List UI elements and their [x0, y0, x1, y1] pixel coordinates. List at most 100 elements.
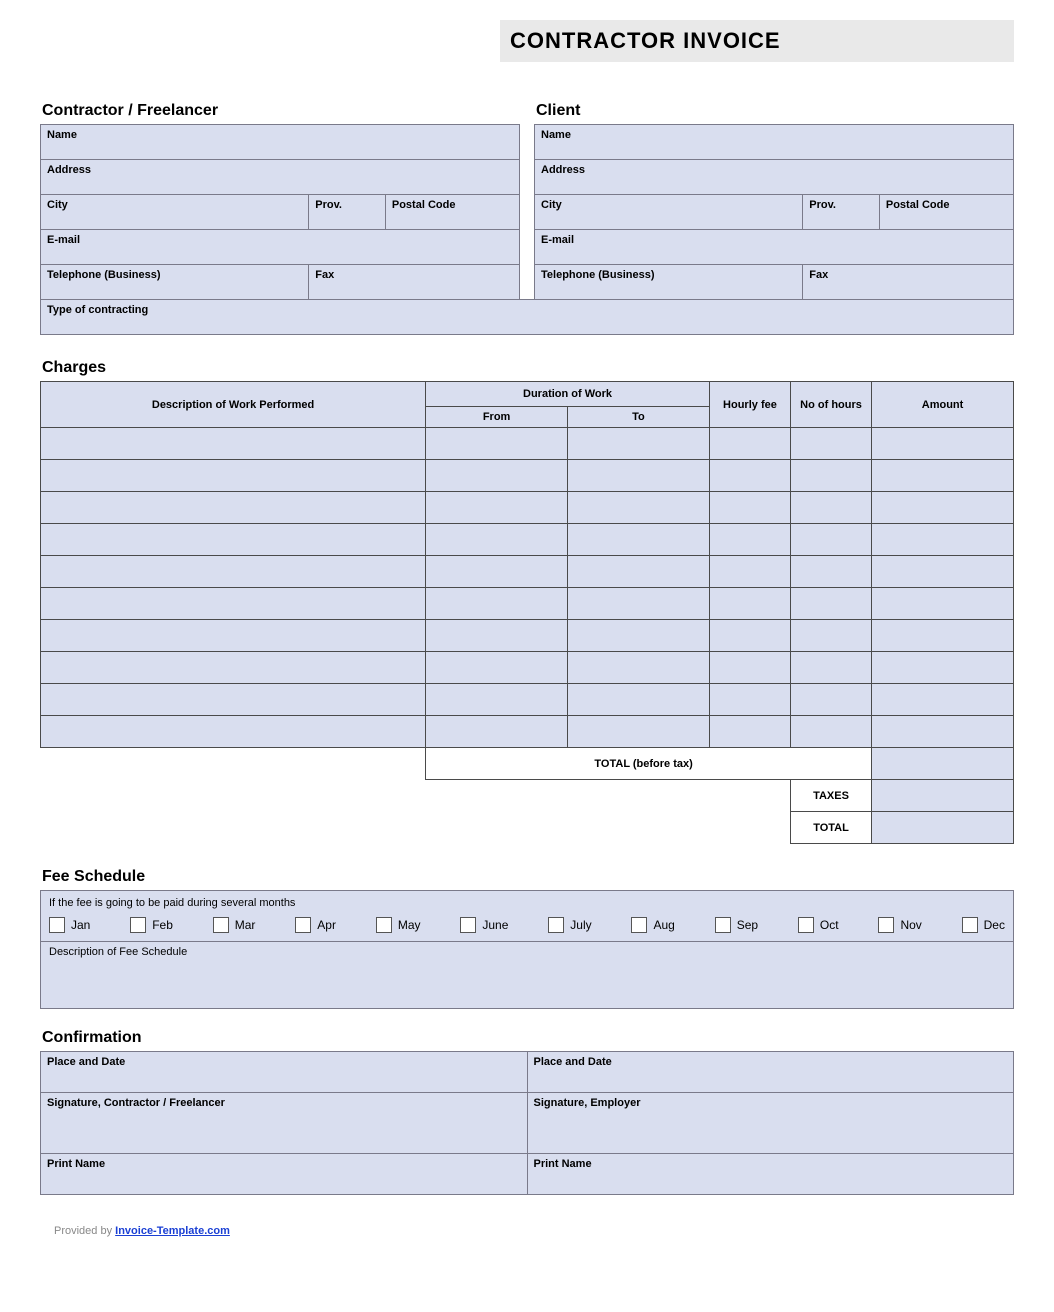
charges-cell[interactable] [790, 524, 871, 556]
charges-cell[interactable] [41, 492, 426, 524]
month-checkbox-jan[interactable] [49, 917, 65, 933]
charges-cell[interactable] [790, 588, 871, 620]
contractor-tel-field[interactable]: Telephone (Business) [41, 265, 309, 300]
month-checkbox-apr[interactable] [295, 917, 311, 933]
employer-signature-field[interactable]: Signature, Employer [527, 1093, 1014, 1154]
contractor-print-name-field[interactable]: Print Name [41, 1154, 528, 1195]
charges-cell[interactable] [568, 524, 710, 556]
charges-cell[interactable] [41, 684, 426, 716]
charges-cell[interactable] [41, 588, 426, 620]
contractor-signature-field[interactable]: Signature, Contractor / Freelancer [41, 1093, 528, 1154]
client-name-field[interactable]: Name [535, 125, 1014, 160]
contractor-place-date-field[interactable]: Place and Date [41, 1052, 528, 1093]
month-checkbox-july[interactable] [548, 917, 564, 933]
client-prov-field[interactable]: Prov. [803, 195, 880, 230]
charges-cell[interactable] [568, 620, 710, 652]
charges-cell[interactable] [790, 492, 871, 524]
charges-cell[interactable] [709, 556, 790, 588]
charges-cell[interactable] [790, 620, 871, 652]
charges-cell[interactable] [568, 492, 710, 524]
charges-cell[interactable] [709, 652, 790, 684]
footer-link[interactable]: Invoice-Template.com [115, 1225, 230, 1237]
charges-cell[interactable] [568, 716, 710, 748]
charges-cell[interactable] [568, 428, 710, 460]
charges-cell[interactable] [872, 524, 1014, 556]
month-checkbox-feb[interactable] [130, 917, 146, 933]
charges-cell[interactable] [709, 524, 790, 556]
month-checkbox-june[interactable] [460, 917, 476, 933]
taxes-value[interactable] [872, 780, 1014, 812]
employer-place-date-field[interactable]: Place and Date [527, 1052, 1014, 1093]
charges-cell[interactable] [568, 588, 710, 620]
charges-cell[interactable] [41, 428, 426, 460]
contractor-email-field[interactable]: E-mail [41, 230, 520, 265]
charges-cell[interactable] [790, 428, 871, 460]
total-value[interactable] [872, 812, 1014, 844]
charges-cell[interactable] [872, 588, 1014, 620]
charges-cell[interactable] [568, 684, 710, 716]
charges-cell[interactable] [41, 652, 426, 684]
charges-cell[interactable] [41, 524, 426, 556]
client-postal-field[interactable]: Postal Code [879, 195, 1013, 230]
charges-cell[interactable] [872, 556, 1014, 588]
charges-cell[interactable] [426, 652, 568, 684]
total-before-tax-value[interactable] [872, 748, 1014, 780]
contractor-prov-field[interactable]: Prov. [309, 195, 386, 230]
month-checkbox-aug[interactable] [631, 917, 647, 933]
charges-cell[interactable] [41, 556, 426, 588]
client-fax-field[interactable]: Fax [803, 265, 1014, 300]
charges-cell[interactable] [872, 684, 1014, 716]
charges-cell[interactable] [41, 460, 426, 492]
charges-cell[interactable] [872, 492, 1014, 524]
charges-cell[interactable] [872, 460, 1014, 492]
charges-cell[interactable] [568, 652, 710, 684]
charges-cell[interactable] [709, 620, 790, 652]
charges-cell[interactable] [709, 716, 790, 748]
month-checkbox-dec[interactable] [962, 917, 978, 933]
charges-cell[interactable] [709, 460, 790, 492]
charges-cell[interactable] [872, 716, 1014, 748]
month-checkbox-nov[interactable] [878, 917, 894, 933]
charges-cell[interactable] [426, 620, 568, 652]
charges-cell[interactable] [709, 588, 790, 620]
charges-cell[interactable] [426, 460, 568, 492]
charges-cell[interactable] [568, 556, 710, 588]
charges-cell[interactable] [568, 460, 710, 492]
contractor-city-field[interactable]: City [41, 195, 309, 230]
charges-cell[interactable] [709, 492, 790, 524]
client-address-field[interactable]: Address [535, 160, 1014, 195]
client-tel-field[interactable]: Telephone (Business) [535, 265, 803, 300]
contractor-name-field[interactable]: Name [41, 125, 520, 160]
type-of-contracting-field[interactable]: Type of contracting [41, 300, 1014, 335]
charges-cell[interactable] [426, 684, 568, 716]
charges-cell[interactable] [426, 716, 568, 748]
charges-cell[interactable] [872, 652, 1014, 684]
charges-cell[interactable] [426, 524, 568, 556]
contractor-postal-field[interactable]: Postal Code [385, 195, 519, 230]
employer-print-name-field[interactable]: Print Name [527, 1154, 1014, 1195]
charges-cell[interactable] [426, 556, 568, 588]
contractor-address-field[interactable]: Address [41, 160, 520, 195]
month-checkbox-mar[interactable] [213, 917, 229, 933]
month-checkbox-oct[interactable] [798, 917, 814, 933]
charges-cell[interactable] [426, 428, 568, 460]
charges-cell[interactable] [790, 716, 871, 748]
charges-cell[interactable] [709, 684, 790, 716]
charges-cell[interactable] [41, 716, 426, 748]
charges-cell[interactable] [872, 428, 1014, 460]
month-checkbox-sep[interactable] [715, 917, 731, 933]
contractor-fax-field[interactable]: Fax [309, 265, 520, 300]
charges-cell[interactable] [41, 620, 426, 652]
fee-schedule-desc-field[interactable]: Description of Fee Schedule [40, 942, 1014, 1009]
charges-cell[interactable] [790, 652, 871, 684]
charges-cell[interactable] [790, 684, 871, 716]
charges-cell[interactable] [709, 428, 790, 460]
client-city-field[interactable]: City [535, 195, 803, 230]
charges-cell[interactable] [790, 460, 871, 492]
charges-cell[interactable] [790, 556, 871, 588]
charges-cell[interactable] [426, 492, 568, 524]
month-checkbox-may[interactable] [376, 917, 392, 933]
client-email-field[interactable]: E-mail [535, 230, 1014, 265]
charges-cell[interactable] [426, 588, 568, 620]
charges-cell[interactable] [872, 620, 1014, 652]
